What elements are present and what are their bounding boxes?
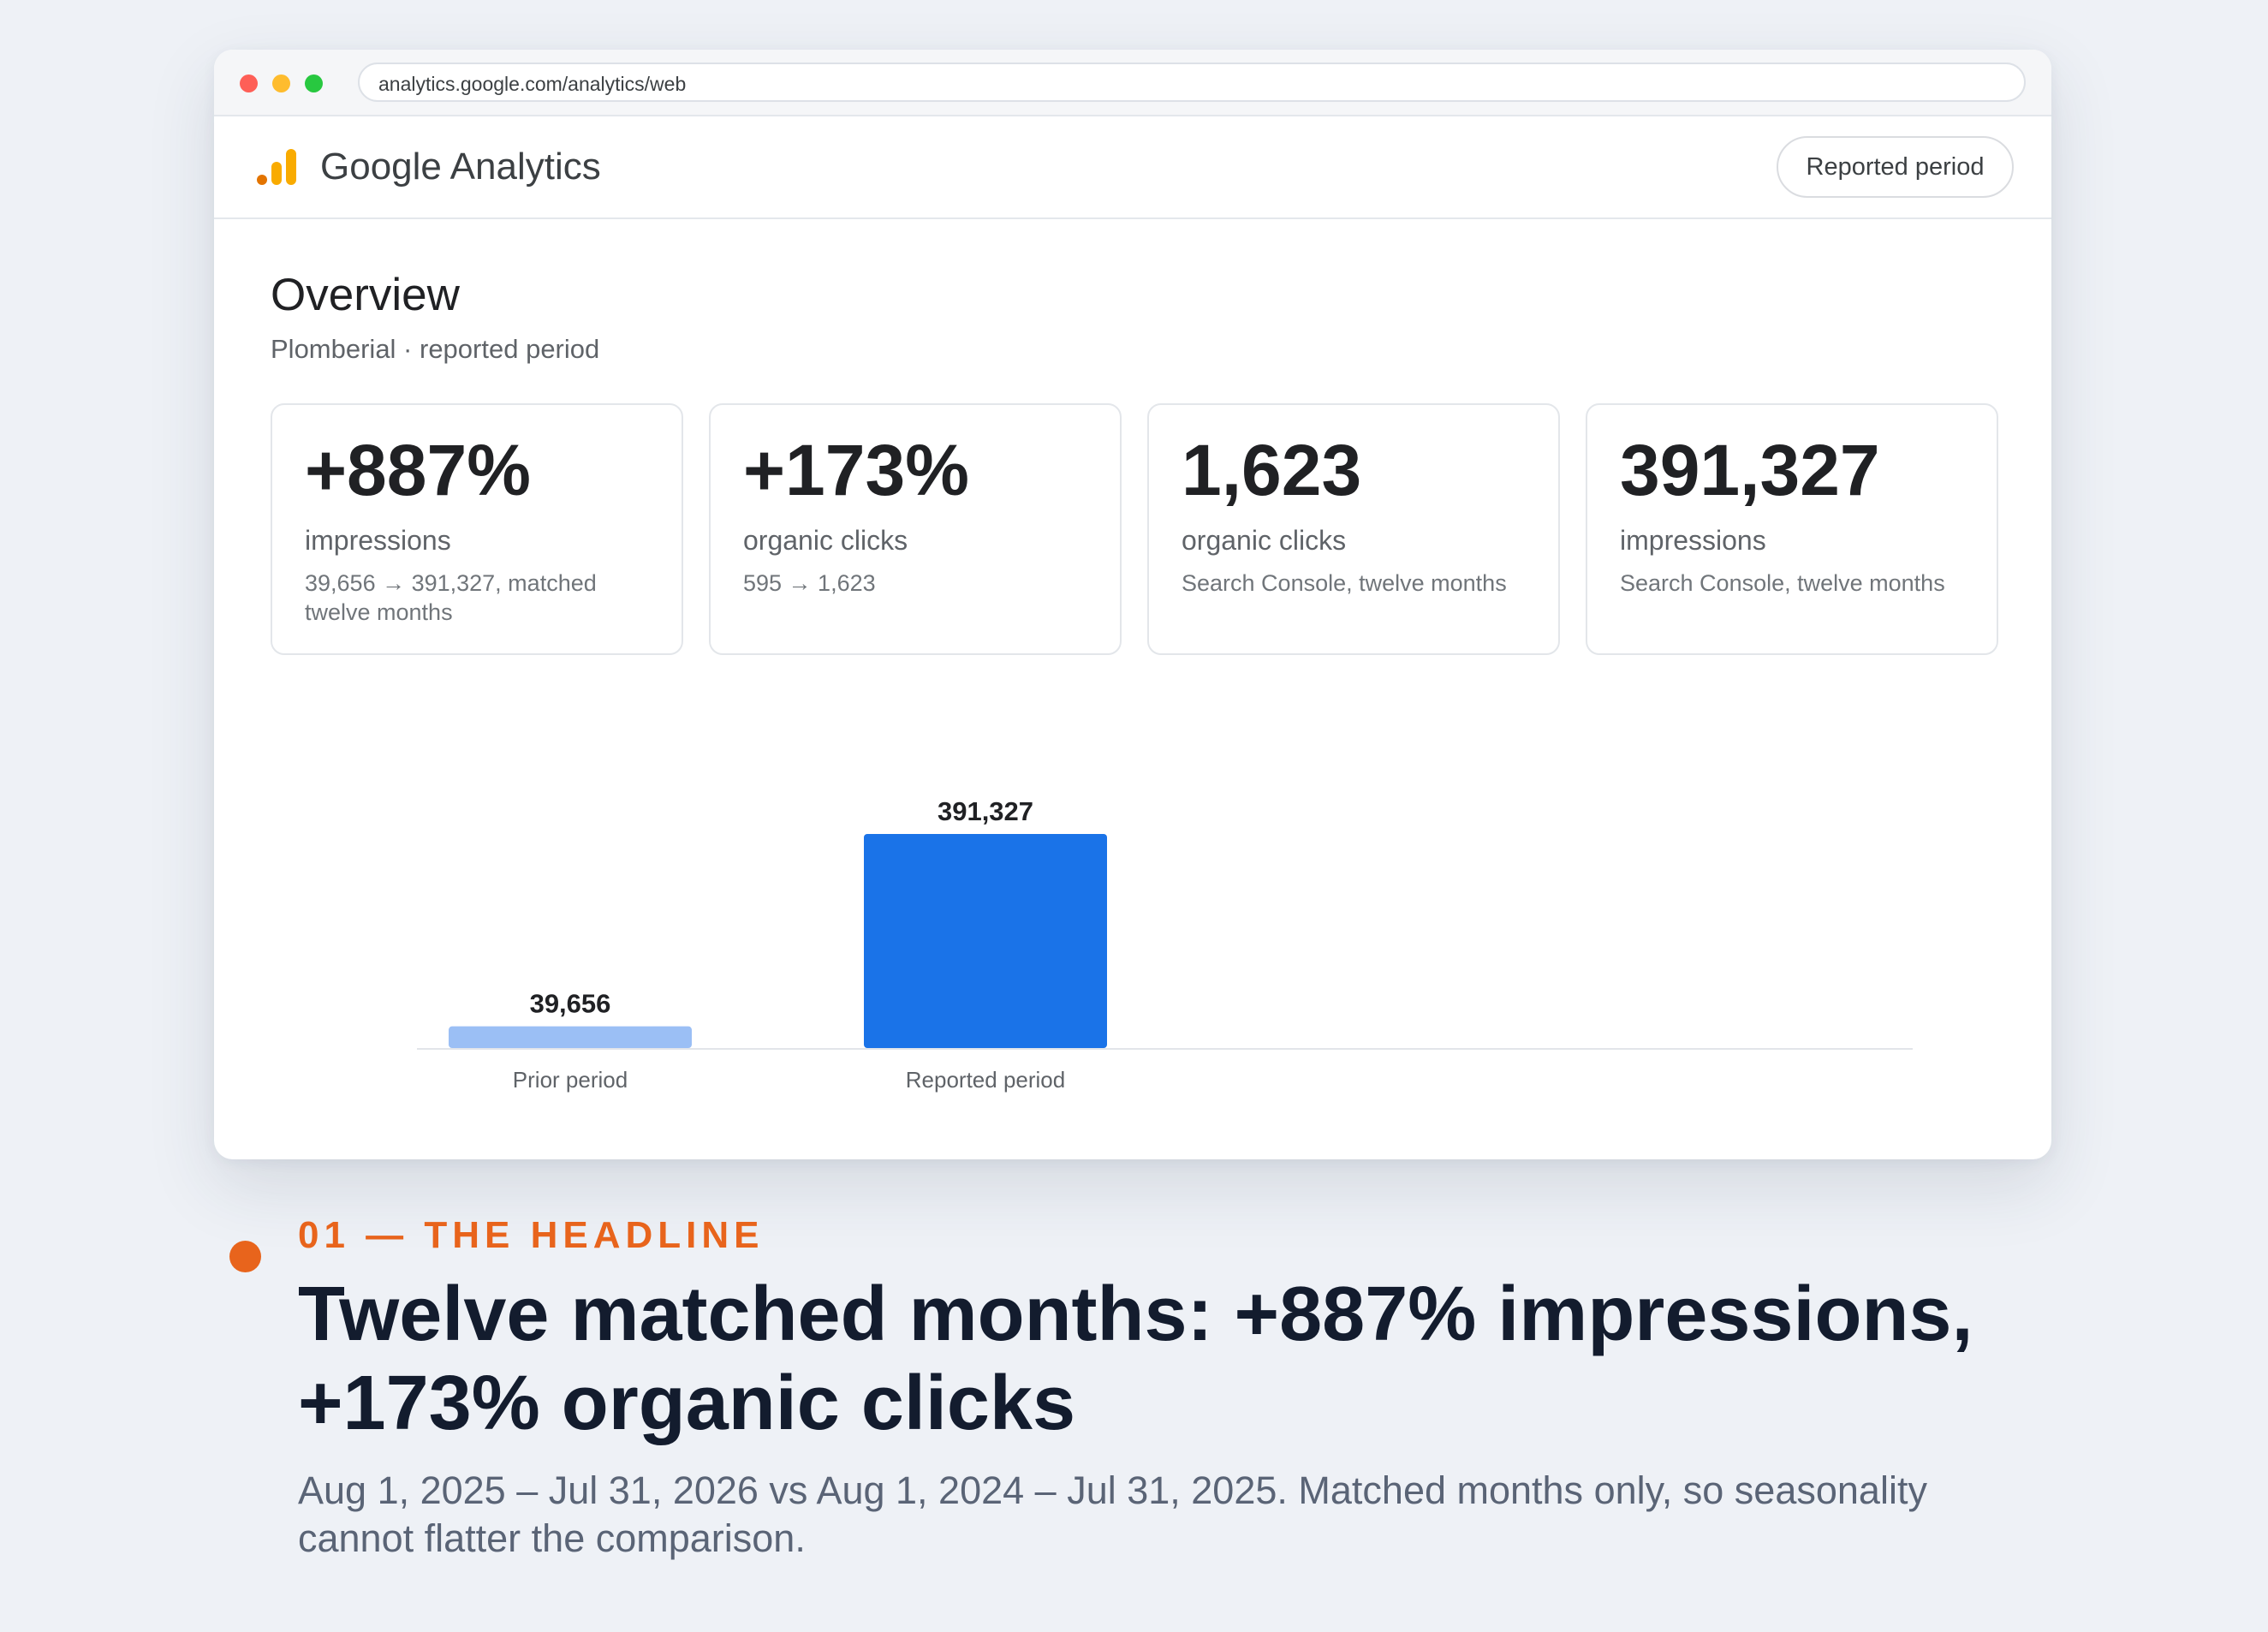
google-analytics-logo-icon	[257, 147, 300, 185]
app-title: Google Analytics	[320, 146, 601, 188]
app-header: Google Analytics Reported period	[214, 116, 2051, 219]
address-bar-url: analytics.google.com/analytics/web	[378, 73, 687, 95]
close-window-button[interactable]	[240, 74, 258, 92]
caption-bullet-icon	[229, 1241, 261, 1272]
metric-label: organic clicks	[743, 525, 908, 556]
address-bar[interactable]: analytics.google.com/analytics/web	[358, 63, 2026, 102]
metric-note: 39,656 → 391,327, matched twelve months	[305, 570, 597, 625]
period-comparison-bar-chart: 39,656 Prior period 391,327 Reported period	[417, 796, 1913, 1093]
metric-value: +887%	[305, 430, 531, 510]
bar-value-label: 39,656	[530, 989, 611, 1019]
bar-reported-period[interactable]	[864, 834, 1107, 1048]
browser-chrome: analytics.google.com/analytics/web	[214, 50, 2051, 116]
category-tick-label: Prior period	[513, 1067, 628, 1093]
metric-card-clicks-change: +173% organic clicks 595 → 1,623	[709, 403, 1122, 655]
metric-value: +173%	[743, 430, 969, 510]
bar-prior-period[interactable]	[449, 1026, 692, 1048]
browser-window: analytics.google.com/analytics/web Googl…	[214, 50, 2051, 1159]
metric-value: 1,623	[1182, 430, 1362, 510]
category-tick-label: Reported period	[906, 1067, 1065, 1093]
reported-period-button[interactable]: Reported period	[1777, 136, 2014, 198]
page-title: Overview	[271, 270, 460, 320]
metric-card-organic-clicks: 1,623 organic clicks Search Console, twe…	[1147, 403, 1560, 655]
metric-card-impressions: 391,327 impressions Search Console, twel…	[1586, 403, 1998, 655]
headline: Twelve matched months: +887% impressions…	[298, 1272, 1973, 1446]
metric-note: Search Console, twelve months	[1182, 570, 1507, 596]
metric-value: 391,327	[1620, 430, 1880, 510]
maximize-window-button[interactable]	[305, 74, 323, 92]
metric-label: organic clicks	[1182, 525, 1347, 556]
page-subtitle: Plomberial · reported period	[271, 334, 600, 364]
metric-note: Search Console, twelve months	[1620, 570, 1945, 596]
minimize-window-button[interactable]	[272, 74, 290, 92]
metric-card-impressions-change: +887% impressions 39,656 → 391,327, matc…	[271, 403, 683, 655]
section-kicker: 01 — THE HEADLINE	[298, 1214, 765, 1256]
headline-description: Aug 1, 2025 – Jul 31, 2026 vs Aug 1, 202…	[298, 1468, 1927, 1560]
bar-value-label: 391,327	[938, 796, 1033, 826]
metric-note: 595 → 1,623	[743, 570, 876, 596]
metric-label: impressions	[305, 525, 451, 556]
metric-label: impressions	[1620, 525, 1766, 556]
